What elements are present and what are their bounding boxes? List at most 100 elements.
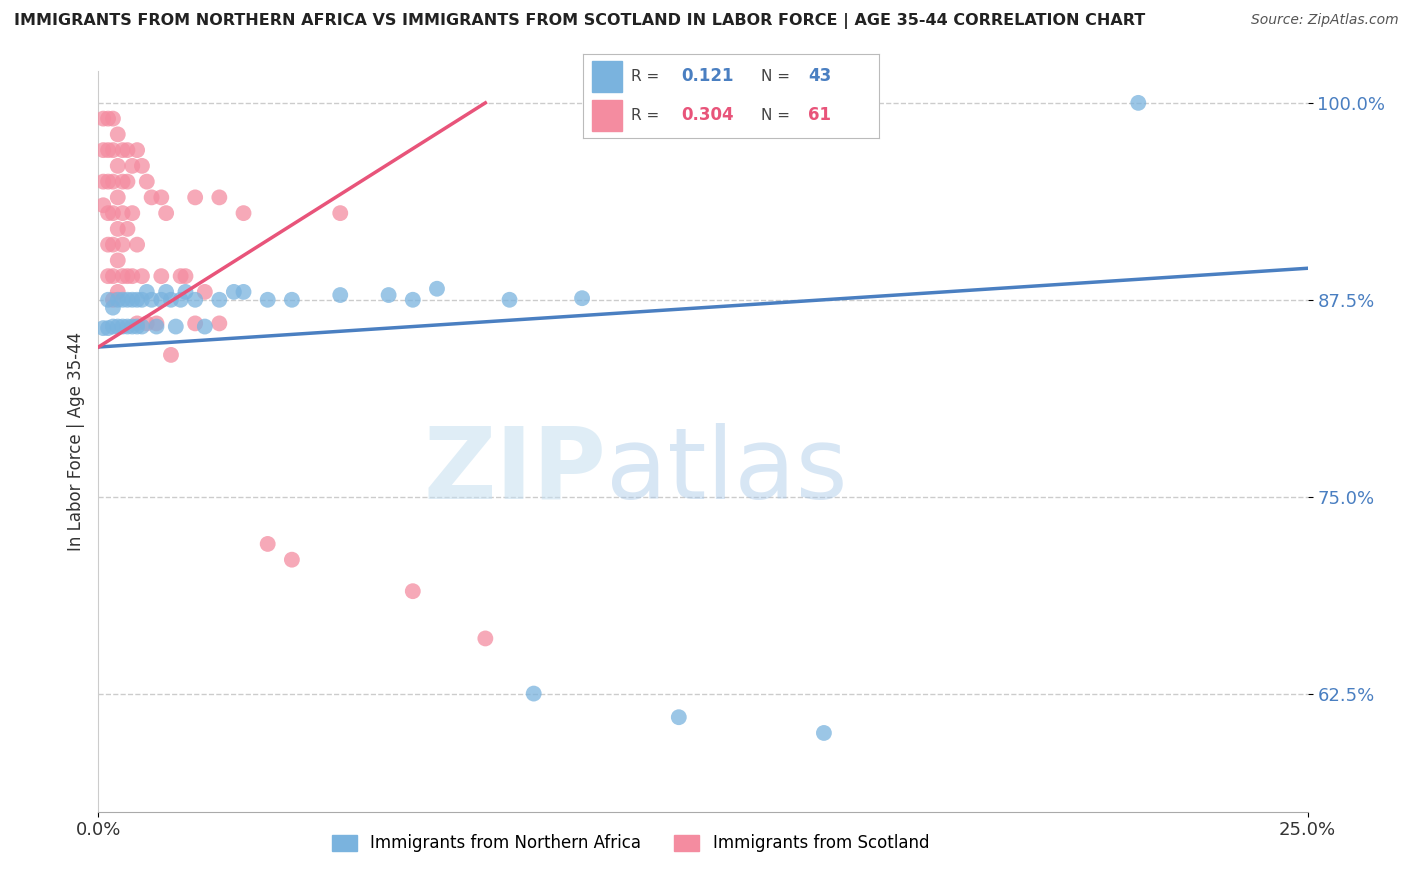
Point xyxy=(107,293,129,307)
Point xyxy=(208,190,231,204)
Point xyxy=(256,537,278,551)
Text: N =: N = xyxy=(761,108,790,123)
Text: 0.304: 0.304 xyxy=(681,106,734,124)
Point xyxy=(131,269,153,284)
Point xyxy=(498,293,520,307)
Point xyxy=(101,143,124,157)
Point xyxy=(571,291,593,305)
Text: R =: R = xyxy=(631,69,659,84)
Point xyxy=(141,293,163,307)
Text: 61: 61 xyxy=(808,106,831,124)
Point xyxy=(101,319,124,334)
Point xyxy=(208,293,231,307)
Point xyxy=(101,112,124,126)
Point xyxy=(91,143,114,157)
Point xyxy=(111,206,134,220)
Point xyxy=(169,293,191,307)
Point xyxy=(107,253,129,268)
Point xyxy=(145,319,167,334)
Text: Source: ZipAtlas.com: Source: ZipAtlas.com xyxy=(1251,13,1399,28)
Point xyxy=(97,206,120,220)
Point xyxy=(222,285,245,299)
Point xyxy=(111,175,134,189)
Point xyxy=(127,319,149,334)
Text: ZIP: ZIP xyxy=(423,423,606,520)
Point xyxy=(117,175,139,189)
Point xyxy=(97,321,120,335)
Point xyxy=(111,269,134,284)
Point xyxy=(117,143,139,157)
Point xyxy=(107,285,129,299)
Point xyxy=(141,190,163,204)
Point xyxy=(111,237,134,252)
Point xyxy=(111,293,134,307)
Text: R =: R = xyxy=(631,108,659,123)
Point xyxy=(281,293,304,307)
Point xyxy=(91,112,114,126)
Point xyxy=(117,222,139,236)
Point xyxy=(160,293,183,307)
Point xyxy=(91,198,114,212)
Point xyxy=(160,348,183,362)
Point xyxy=(135,285,157,299)
Point xyxy=(121,293,143,307)
Text: atlas: atlas xyxy=(606,423,848,520)
Point xyxy=(523,687,546,701)
Legend: Immigrants from Northern Africa, Immigrants from Scotland: Immigrants from Northern Africa, Immigra… xyxy=(325,828,936,859)
Point xyxy=(174,269,197,284)
Point xyxy=(184,317,207,331)
Point xyxy=(97,293,120,307)
Point xyxy=(256,293,278,307)
Point xyxy=(117,319,139,334)
Point xyxy=(117,269,139,284)
Point xyxy=(117,293,139,307)
Point xyxy=(101,206,124,220)
Point xyxy=(127,237,149,252)
Point xyxy=(155,285,177,299)
Point xyxy=(281,552,304,566)
Point xyxy=(474,632,496,646)
Point xyxy=(107,128,129,142)
Point xyxy=(97,112,120,126)
Point xyxy=(91,175,114,189)
Point xyxy=(127,143,149,157)
Point xyxy=(169,269,191,284)
Point xyxy=(101,301,124,315)
Point xyxy=(150,190,173,204)
Point xyxy=(121,269,143,284)
Point xyxy=(150,293,173,307)
Text: 43: 43 xyxy=(808,68,831,86)
Point xyxy=(145,317,167,331)
Point xyxy=(402,584,425,599)
Point xyxy=(97,175,120,189)
Point xyxy=(107,222,129,236)
Point xyxy=(194,285,217,299)
Point xyxy=(101,175,124,189)
Point xyxy=(101,293,124,307)
Point xyxy=(174,285,197,299)
Point xyxy=(402,293,425,307)
Point xyxy=(97,237,120,252)
Point xyxy=(127,293,149,307)
Point xyxy=(121,159,143,173)
Point xyxy=(155,206,177,220)
Text: IMMIGRANTS FROM NORTHERN AFRICA VS IMMIGRANTS FROM SCOTLAND IN LABOR FORCE | AGE: IMMIGRANTS FROM NORTHERN AFRICA VS IMMIG… xyxy=(14,13,1146,29)
Point xyxy=(131,293,153,307)
Point xyxy=(165,319,187,334)
Point xyxy=(107,190,129,204)
Point xyxy=(668,710,690,724)
Text: 0.121: 0.121 xyxy=(681,68,734,86)
Point xyxy=(97,143,120,157)
Point xyxy=(194,319,217,334)
Point xyxy=(150,269,173,284)
Point xyxy=(131,159,153,173)
Point xyxy=(107,319,129,334)
Point xyxy=(101,269,124,284)
Point xyxy=(135,317,157,331)
Point xyxy=(329,288,352,302)
Point xyxy=(426,282,449,296)
Point xyxy=(91,321,114,335)
Point xyxy=(232,285,254,299)
Point xyxy=(97,269,120,284)
Point xyxy=(377,288,399,302)
